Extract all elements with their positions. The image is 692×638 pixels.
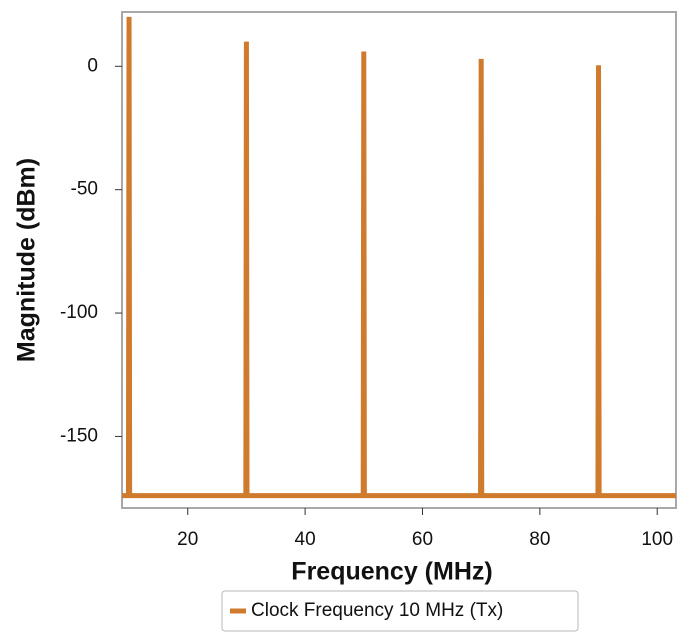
- x-axis-label: Frequency (MHz): [291, 558, 492, 586]
- y-axis-label: Magnitude (dBm): [13, 158, 41, 362]
- y-tick-label: -50: [71, 179, 98, 200]
- x-tick-label: 40: [295, 529, 316, 550]
- x-tick-label: 60: [412, 529, 433, 550]
- legend-box: [221, 590, 579, 632]
- plot-area: [121, 11, 677, 509]
- legend: Clock Frequency 10 MHz (Tx): [221, 590, 579, 632]
- x-tick-label: 100: [641, 529, 673, 550]
- series-line: [122, 16, 676, 499]
- legend-label: Clock Frequency 10 MHz (Tx): [251, 600, 503, 621]
- y-tick-label: -100: [60, 302, 98, 323]
- x-tick-label: 80: [529, 529, 550, 550]
- y-tick-label: -150: [60, 425, 98, 446]
- x-tick-label: 20: [177, 529, 198, 550]
- y-tick-label: 0: [87, 55, 98, 76]
